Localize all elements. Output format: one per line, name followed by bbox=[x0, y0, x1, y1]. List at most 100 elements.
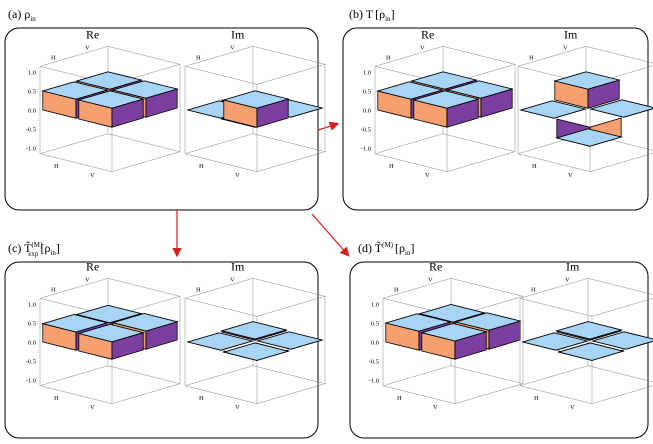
panel-d-re-v-back-label: V bbox=[428, 276, 433, 283]
panel-b-re-z-tick-label: 0.0 bbox=[363, 108, 371, 115]
panel-c-im-v-front-label: V bbox=[235, 404, 240, 411]
panel-a-re-z-tick-label: 1.0 bbox=[28, 70, 36, 77]
panel-d-re-z-tick-label: 1.0 bbox=[371, 302, 379, 309]
panel-c-im-plot: H V H V Im bbox=[184, 259, 326, 411]
panel-b-im-plot: H V H V Im bbox=[517, 27, 653, 179]
panel-b-im-label: Im bbox=[564, 27, 578, 41]
panel-d-re-v-front-label: V bbox=[433, 404, 438, 411]
panel-b-re-bar-top bbox=[412, 90, 480, 109]
panel-a-re-z-tick-label: -1.0 bbox=[26, 146, 36, 153]
panel-d-im-h-front-label: H bbox=[534, 395, 539, 402]
arrow-a-to-b bbox=[317, 121, 340, 131]
panel-a-re-z-tick-label: -0.5 bbox=[26, 127, 36, 134]
panel-c-re-h-back-label: H bbox=[51, 286, 56, 293]
panel-c-im-box-top bbox=[184, 278, 326, 317]
panel-d-im-bar-top bbox=[521, 332, 589, 351]
panel-c-re-bar-top bbox=[77, 323, 145, 343]
panel-a-re-h-front-label: H bbox=[54, 163, 59, 170]
panel-a-re-bar-top bbox=[77, 90, 145, 109]
panel-a-im-h-back-label: H bbox=[196, 54, 201, 61]
panel-a-im-bar-top bbox=[222, 90, 290, 109]
panel-b-re-z-tick-label: -1.0 bbox=[361, 146, 371, 153]
panel-b-im-bar-top bbox=[555, 128, 623, 147]
panel-c-re-z-tick-label: -0.5 bbox=[26, 359, 36, 366]
panel-a-re-bar-top bbox=[111, 80, 179, 99]
panel-c-re-h-front-label: H bbox=[54, 395, 59, 402]
panel-d-re-z-tick-label: -1.0 bbox=[369, 378, 379, 385]
panel-a-re-z-tick-label: 0.5 bbox=[28, 89, 36, 96]
panel-c-im-label: Im bbox=[231, 259, 245, 273]
panel-b-im-h-back-label: H bbox=[529, 54, 534, 61]
panel-d-im-h-back-label: H bbox=[531, 286, 536, 293]
panel-c-re-bar-top bbox=[75, 304, 143, 324]
panel-a-im-plot: H V H V Im bbox=[184, 27, 326, 179]
panel-d-im-v-back-label: V bbox=[565, 276, 570, 283]
panel-b-re-label: Re bbox=[421, 27, 434, 41]
panel-b-im-bar-top bbox=[553, 71, 621, 90]
panel-d-re-z-tick-label: -0.5 bbox=[369, 359, 379, 366]
panel-a-im-label: Im bbox=[231, 27, 245, 41]
panel-b-im-box-bottom bbox=[517, 133, 653, 172]
panel-a-im-box-bottom bbox=[184, 133, 326, 172]
panel-d-re-bar-top bbox=[420, 323, 488, 342]
panel-d-im-box-top bbox=[519, 278, 653, 317]
panel-c-re-z-tick-label: 0.5 bbox=[28, 321, 36, 328]
panel-b-re-h-back-label: H bbox=[386, 54, 391, 61]
panel-c-im-bar-top bbox=[220, 321, 288, 340]
panel-c-re-z-tick-label: 1.0 bbox=[28, 302, 36, 309]
panel-b-re-z-tick-label: 1.0 bbox=[363, 70, 371, 77]
panel-b-frame bbox=[342, 27, 649, 211]
panel-a-caption: (a) ρin bbox=[8, 7, 36, 23]
panel-a-frame bbox=[4, 27, 319, 211]
panel-c-re-bar-top bbox=[111, 313, 179, 332]
panel-d-re-label: Re bbox=[429, 259, 442, 273]
panel-c-im-bar-top bbox=[222, 342, 290, 361]
panel-d-im-bar-top bbox=[591, 331, 653, 350]
panel-b-re-h-front-label: H bbox=[389, 163, 394, 170]
panel-d-im-bar-top bbox=[557, 342, 625, 361]
panel-b-re-bar-top bbox=[446, 80, 514, 99]
panel-d-re-plot: 1.0 0.5 0.0 -0.5 -1.0 H V H V Re bbox=[369, 259, 524, 411]
panel-c-re-plot: 1.0 0.5 0.0 -0.5 -1.0 H V H V Re bbox=[26, 259, 181, 411]
panel-c-re-v-front-label: V bbox=[90, 404, 95, 411]
panel-a-re-bar-top bbox=[41, 81, 109, 100]
panel-d-re-bar-top bbox=[384, 313, 452, 332]
panel-c-im-h-back-label: H bbox=[196, 286, 201, 293]
panel-c-re-v-back-label: V bbox=[85, 276, 90, 283]
panel-d-re-h-front-label: H bbox=[397, 395, 402, 402]
panel-d-im-v-front-label: V bbox=[570, 404, 575, 411]
panel-a-im-box-top bbox=[184, 46, 326, 85]
panel-c-re-label: Re bbox=[86, 259, 99, 273]
panel-a-im-v-back-label: V bbox=[230, 44, 235, 51]
panel-c-caption: (c) T̃(M) exp [ρin] bbox=[8, 241, 60, 258]
panel-b-im-h-front-label: H bbox=[532, 163, 537, 170]
panel-a-re-h-back-label: H bbox=[51, 54, 56, 61]
panel-c-re-z-tick-label: 0.0 bbox=[28, 340, 36, 347]
panel-d-re-bar-top bbox=[418, 304, 486, 323]
panel-a-re-label: Re bbox=[86, 27, 99, 41]
panel-b-caption: (b) T [ρin] bbox=[349, 7, 395, 23]
panel-c-im-v-back-label: V bbox=[230, 276, 235, 283]
panel-c-re-box-bottom bbox=[39, 365, 181, 404]
panel-a-re-v-back-label: V bbox=[85, 44, 90, 51]
panel-d-im-plot: H V H V Im bbox=[519, 259, 653, 411]
panel-b-re-v-front-label: V bbox=[425, 172, 430, 179]
panel-c-frame bbox=[4, 261, 319, 439]
panel-d-im-label: Im bbox=[566, 259, 580, 273]
panel-a-re-box-bottom bbox=[39, 133, 181, 172]
panel-d-im-bar-top bbox=[555, 321, 623, 340]
panel-b-im-bar-top bbox=[589, 99, 653, 118]
panel-d-re-z-tick-label: 0.5 bbox=[371, 321, 379, 328]
panel-d-im-box-bottom bbox=[519, 365, 653, 404]
panel-a-im-h-front-label: H bbox=[199, 163, 204, 170]
panel-c-im-bar-top bbox=[186, 332, 254, 351]
panel-b-re-z-tick-label: 0.5 bbox=[363, 89, 371, 96]
panel-b-re-bar-top bbox=[376, 81, 444, 100]
panel-d-caption: (d) T̃(M) [ρin] bbox=[358, 241, 414, 257]
panel-a-re-v-front-label: V bbox=[90, 172, 95, 179]
panel-c-im-bar-top bbox=[256, 331, 324, 350]
panel-b-re-v-back-label: V bbox=[420, 44, 425, 51]
panel-c-re-bar-top bbox=[41, 314, 109, 333]
panel-b-im-bar-top bbox=[519, 100, 587, 119]
